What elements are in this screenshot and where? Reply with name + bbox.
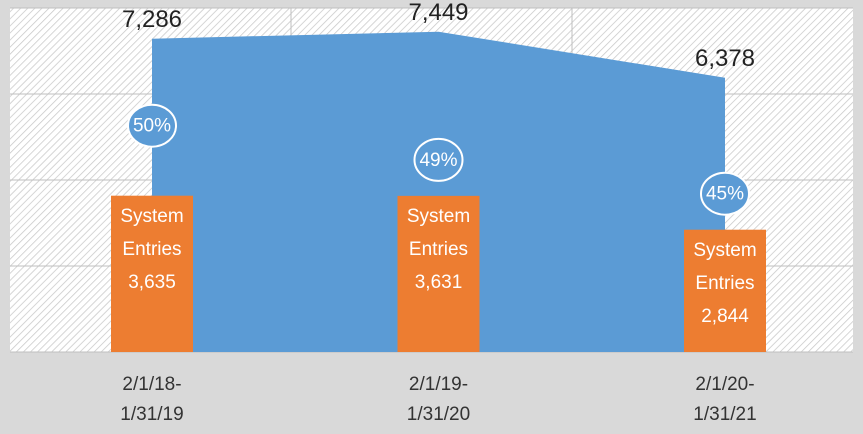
x-tick-label: 2/1/18-1/31/19: [120, 374, 184, 425]
x-tick-label: 2/1/19-1/31/20: [406, 374, 471, 425]
percent-badge: [127, 103, 177, 148]
value-label: 3,635: [128, 271, 176, 293]
series-name: System Entries: [693, 239, 757, 294]
series-name: System Entries: [120, 205, 184, 260]
series-name: System Entries: [406, 205, 471, 260]
percent-badge: [413, 137, 464, 182]
value-label: 7,286: [122, 6, 182, 33]
x-tick-label: 2/1/20-1/31/21: [693, 374, 757, 425]
bar: [684, 229, 766, 352]
bar-label: System Entries 3,631: [398, 200, 480, 299]
bar: [397, 195, 480, 352]
value-label: 2,844: [701, 305, 749, 327]
value-label: 7,449: [408, 0, 468, 26]
value-label: 6,378: [695, 45, 755, 72]
percent-label: 50%: [133, 116, 171, 137]
value-label: 3,631: [414, 271, 463, 293]
percent-label: 45%: [706, 184, 744, 205]
bar: [111, 195, 193, 352]
area: [152, 31, 725, 353]
percent-badge: [700, 171, 750, 216]
bar-label: System Entries 2,844: [684, 234, 766, 333]
bar-label: System Entries 3,635: [111, 200, 193, 299]
percent-label: 49%: [419, 150, 457, 171]
